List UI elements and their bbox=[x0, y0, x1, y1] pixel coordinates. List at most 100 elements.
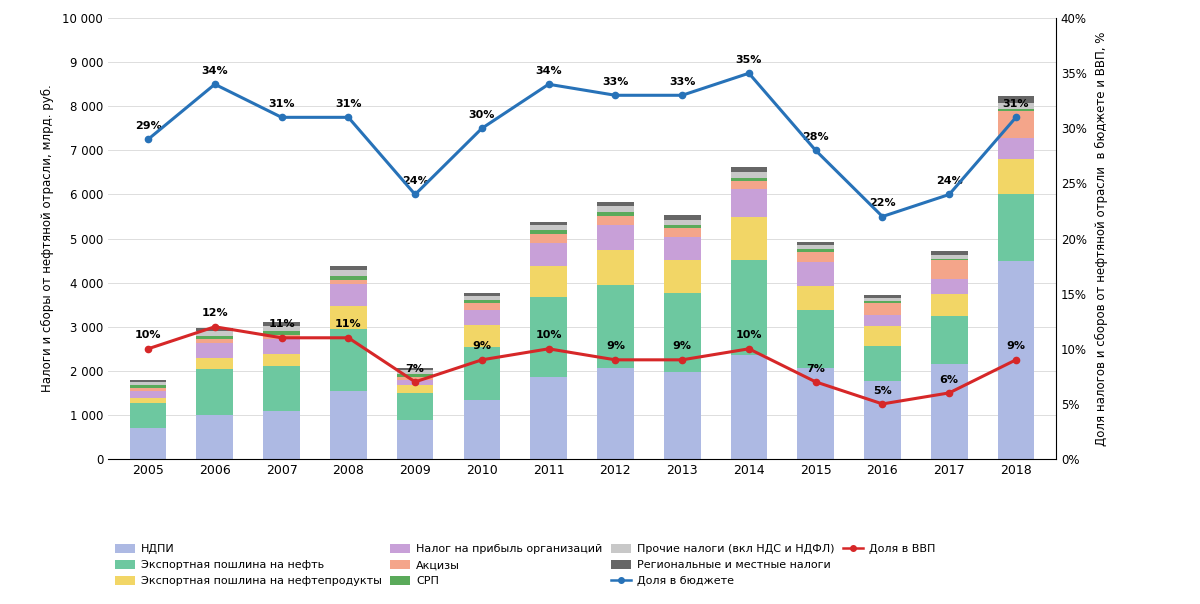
Bar bbox=[330, 329, 367, 391]
Bar bbox=[463, 399, 500, 459]
Text: 10%: 10% bbox=[535, 330, 562, 341]
Bar bbox=[330, 275, 367, 280]
Bar bbox=[397, 370, 433, 374]
Bar bbox=[263, 335, 300, 339]
Bar bbox=[263, 326, 300, 331]
Bar bbox=[463, 300, 500, 303]
Bar bbox=[931, 259, 967, 260]
Bar bbox=[864, 298, 901, 301]
Bar bbox=[797, 245, 834, 249]
Y-axis label: Доля налогов и сборов от нефтяной отрасли  в бюджете и ВВП, %: Доля налогов и сборов от нефтяной отрасл… bbox=[1096, 31, 1109, 446]
Bar bbox=[664, 260, 701, 294]
Bar bbox=[664, 220, 701, 225]
Bar bbox=[931, 364, 967, 459]
Bar bbox=[130, 398, 167, 403]
Text: 6%: 6% bbox=[940, 374, 959, 385]
Bar bbox=[731, 189, 767, 217]
Bar bbox=[864, 295, 901, 298]
Bar bbox=[664, 237, 701, 260]
Text: 31%: 31% bbox=[335, 99, 361, 109]
Y-axis label: Налоги и сборы от нефтяной отрасли, млрд. руб.: Налоги и сборы от нефтяной отрасли, млрд… bbox=[41, 85, 54, 393]
Bar bbox=[731, 217, 767, 260]
Bar bbox=[530, 230, 566, 234]
Bar bbox=[797, 286, 834, 310]
Bar bbox=[130, 391, 167, 398]
Bar bbox=[463, 303, 500, 310]
Bar bbox=[130, 380, 167, 382]
Bar bbox=[664, 225, 701, 228]
Text: 29%: 29% bbox=[134, 121, 162, 131]
Text: 30%: 30% bbox=[469, 110, 496, 120]
Bar bbox=[263, 331, 300, 335]
Bar bbox=[997, 103, 1034, 109]
Bar bbox=[797, 242, 834, 245]
Bar bbox=[864, 326, 901, 346]
Bar bbox=[197, 358, 233, 368]
Bar bbox=[463, 296, 500, 300]
Bar bbox=[731, 172, 767, 178]
Bar bbox=[463, 310, 500, 326]
Bar bbox=[598, 207, 634, 211]
Bar bbox=[197, 339, 233, 343]
Bar bbox=[931, 316, 967, 364]
Text: 35%: 35% bbox=[736, 55, 762, 65]
Bar bbox=[130, 428, 167, 459]
Bar bbox=[731, 355, 767, 459]
Bar bbox=[931, 279, 967, 294]
Bar bbox=[263, 367, 300, 411]
Text: 24%: 24% bbox=[936, 176, 962, 186]
Bar bbox=[797, 310, 834, 368]
Bar bbox=[197, 343, 233, 358]
Bar bbox=[598, 225, 634, 251]
Bar bbox=[931, 255, 967, 259]
Text: 9%: 9% bbox=[1007, 341, 1026, 352]
Bar bbox=[397, 393, 433, 420]
Text: 34%: 34% bbox=[202, 66, 228, 76]
Bar bbox=[664, 228, 701, 237]
Text: 7%: 7% bbox=[806, 364, 826, 373]
Bar bbox=[530, 376, 566, 459]
Text: 31%: 31% bbox=[1003, 99, 1030, 109]
Bar bbox=[130, 385, 167, 388]
Bar bbox=[263, 323, 300, 326]
Text: 11%: 11% bbox=[269, 320, 295, 329]
Bar bbox=[330, 391, 367, 459]
Bar bbox=[197, 336, 233, 339]
Bar bbox=[997, 194, 1034, 261]
Text: 9%: 9% bbox=[606, 341, 625, 352]
Bar bbox=[664, 371, 701, 459]
Bar bbox=[397, 420, 433, 459]
Bar bbox=[130, 403, 167, 428]
Text: 5%: 5% bbox=[874, 385, 892, 396]
Bar bbox=[598, 211, 634, 216]
Bar bbox=[864, 346, 901, 382]
Text: 24%: 24% bbox=[402, 176, 428, 186]
Bar bbox=[997, 261, 1034, 459]
Bar bbox=[797, 262, 834, 286]
Bar bbox=[263, 354, 300, 367]
Bar bbox=[598, 251, 634, 285]
Bar bbox=[330, 280, 367, 284]
Bar bbox=[797, 249, 834, 252]
Bar bbox=[864, 303, 901, 315]
Text: 9%: 9% bbox=[473, 341, 491, 352]
Bar bbox=[397, 376, 433, 380]
Bar bbox=[931, 260, 967, 279]
Bar bbox=[330, 271, 367, 275]
Bar bbox=[330, 266, 367, 271]
Bar bbox=[530, 225, 566, 230]
Bar bbox=[330, 284, 367, 306]
Bar bbox=[197, 328, 233, 331]
Text: 33%: 33% bbox=[668, 77, 695, 87]
Bar bbox=[598, 202, 634, 207]
Bar bbox=[530, 266, 566, 297]
Bar bbox=[197, 331, 233, 336]
Bar bbox=[397, 380, 433, 385]
Text: 34%: 34% bbox=[535, 66, 562, 76]
Bar bbox=[598, 216, 634, 225]
Bar bbox=[797, 368, 834, 459]
Bar bbox=[731, 167, 767, 173]
Bar bbox=[530, 234, 566, 243]
Text: 33%: 33% bbox=[602, 77, 629, 87]
Text: 7%: 7% bbox=[406, 364, 425, 373]
